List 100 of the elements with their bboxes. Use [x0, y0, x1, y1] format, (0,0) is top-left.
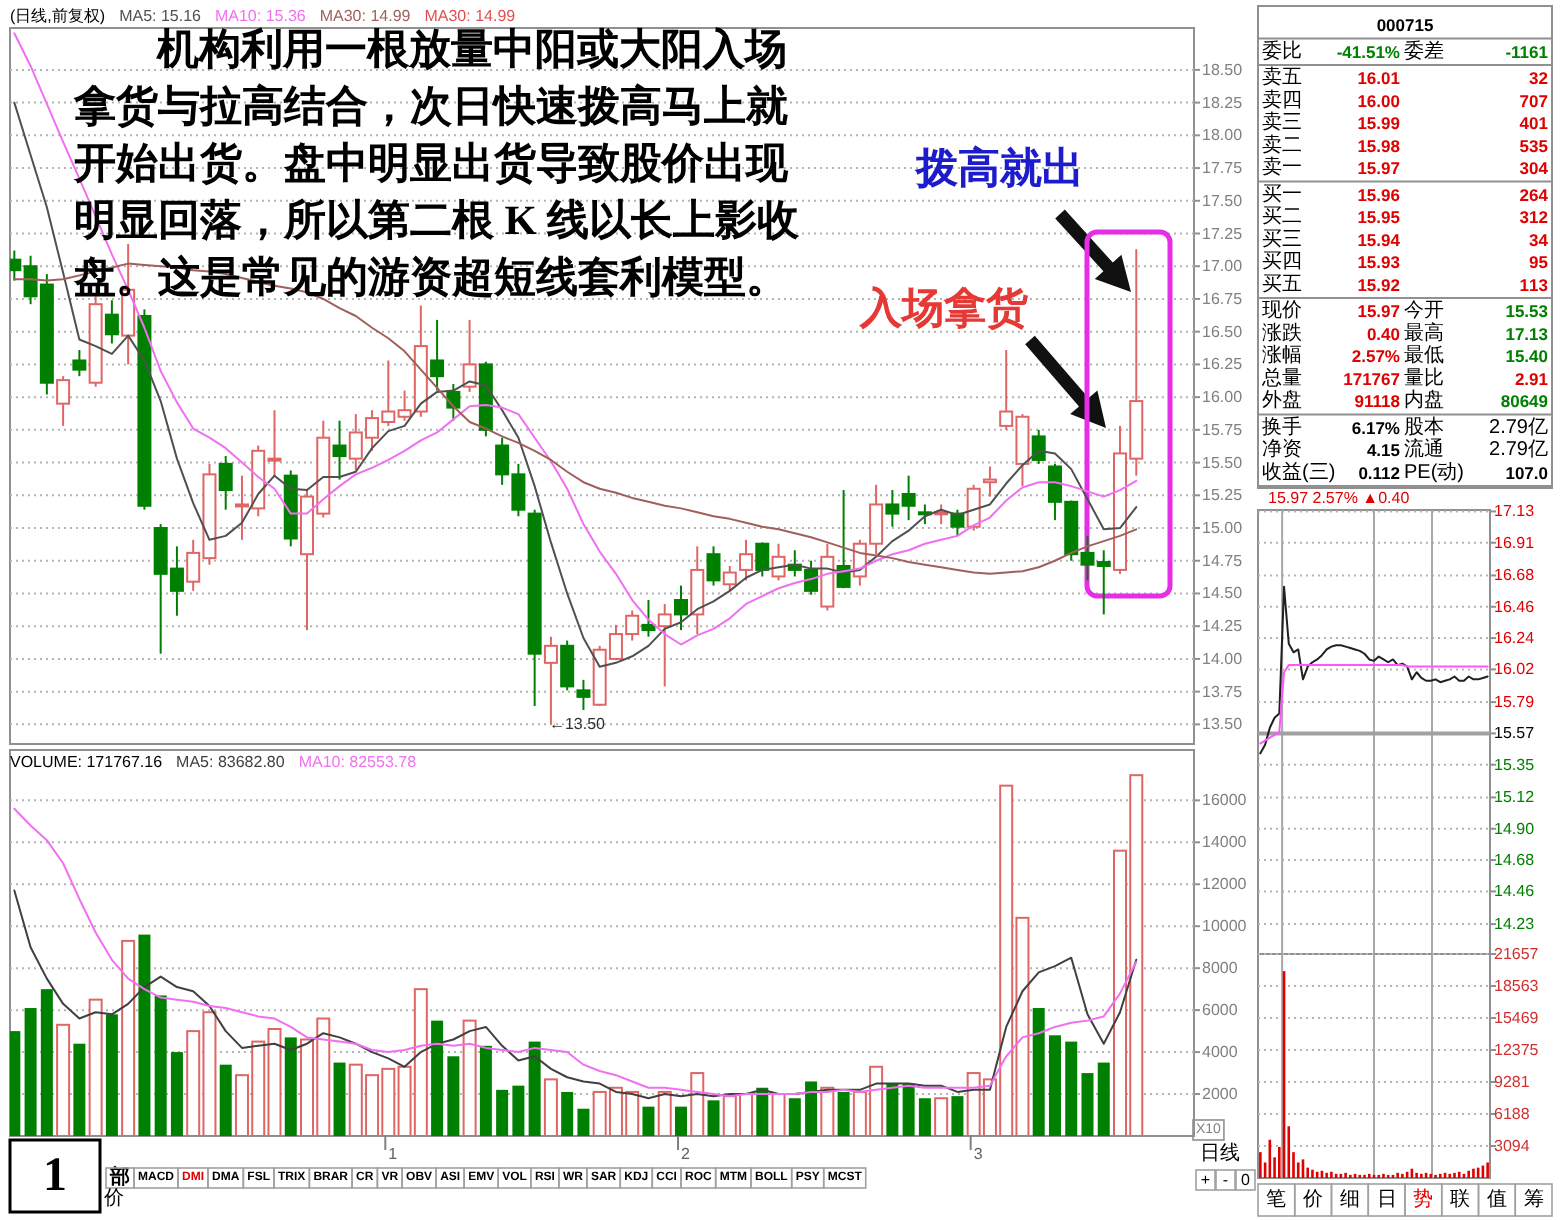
- text: MA10: 15.36: [214, 7, 307, 25]
- candlestick: [739, 538, 754, 582]
- bar: [219, 1064, 232, 1136]
- text: 量比: [1404, 367, 1444, 390]
- bar: [447, 1056, 460, 1136]
- text: 委比: [1262, 40, 1302, 63]
- x-tick-label: 2: [680, 1145, 691, 1163]
- bar: [462, 1019, 477, 1136]
- y-tick-label: 2000: [1202, 1085, 1239, 1104]
- y-tick-label: 14.50: [1202, 584, 1244, 603]
- y-tick-label: 17.75: [1202, 159, 1244, 178]
- text: 日线: [1200, 1141, 1240, 1165]
- bar: [756, 1087, 769, 1136]
- bar: [902, 1083, 915, 1136]
- x-tick-label: 3: [973, 1145, 984, 1163]
- text: 内盘: [1404, 390, 1444, 413]
- text: 股本: [1404, 416, 1444, 439]
- text: 买五: [1262, 273, 1302, 296]
- y-tick-label: 12000: [1202, 875, 1248, 894]
- text: 2.57%: [1351, 346, 1400, 367]
- text: 16.01 32: [1357, 68, 1549, 89]
- y-tick-label: 16.00: [1202, 388, 1244, 407]
- text: 15.99 401: [1357, 113, 1549, 134]
- x-tick-label: 1: [388, 1145, 399, 1163]
- text: 91118: [1354, 391, 1400, 412]
- y-tick-label: 16.91: [1494, 533, 1536, 552]
- y-tick-label: 14.46: [1494, 882, 1536, 901]
- annotation: 入场拿货: [858, 284, 1030, 332]
- chart-title: 15.97 2.57% ▲0.40: [1268, 489, 1411, 507]
- bar: [1048, 1035, 1061, 1136]
- text: 000715: [1376, 15, 1434, 36]
- bar: [138, 934, 151, 1136]
- y-tick-label: 4000: [1202, 1043, 1239, 1062]
- y-tick-label: 16.46: [1494, 597, 1536, 616]
- text: MA10: 82553.78: [298, 753, 418, 771]
- text: 部: [108, 1165, 130, 1189]
- y-tick-label: 9281: [1494, 1073, 1531, 1092]
- y-tick-label: 14.23: [1494, 915, 1536, 934]
- candlestick: [755, 541, 770, 578]
- y-tick-label: 8000: [1202, 959, 1239, 978]
- line-series: [13, 889, 1138, 1100]
- y-tick-label: 14.90: [1494, 819, 1536, 838]
- bar: [951, 1096, 964, 1136]
- y-tick-label: 17.00: [1202, 257, 1244, 276]
- candlestick: [56, 375, 71, 427]
- candlestick: [641, 599, 656, 638]
- bar: [561, 1091, 574, 1136]
- bar: [105, 1014, 118, 1136]
- text: 联: [1450, 1187, 1471, 1211]
- y-tick-label: 18.00: [1202, 126, 1244, 145]
- text: MA5: 15.16: [119, 7, 203, 25]
- y-tick-label: 16.24: [1494, 629, 1536, 648]
- bar: [1097, 1062, 1110, 1136]
- text: 15.92 113: [1357, 274, 1549, 295]
- text: 0.112: [1358, 462, 1400, 483]
- text: 净资: [1262, 439, 1302, 462]
- text: 筹: [1523, 1187, 1544, 1211]
- bar: [918, 1098, 931, 1136]
- text: PE(动): [1404, 461, 1464, 484]
- bar: [154, 995, 167, 1136]
- text: 外盘: [1262, 390, 1302, 413]
- y-tick-label: 6188: [1494, 1105, 1531, 1123]
- text: 107.0: [1505, 462, 1548, 483]
- y-tick-label: 18563: [1494, 977, 1540, 995]
- bar: [886, 1083, 899, 1136]
- text: 势: [1413, 1187, 1434, 1211]
- text: MA5: 83682.80: [176, 753, 286, 771]
- text: 16.00 707: [1357, 90, 1549, 111]
- candlestick: [218, 455, 233, 511]
- y-tick-label: 17.13: [1494, 502, 1536, 521]
- text: MA30: 14.99: [424, 7, 517, 25]
- text: 15.93 95: [1357, 252, 1549, 273]
- y-tick-label: 15.75: [1202, 420, 1244, 439]
- y-tick-label: 14.75: [1202, 551, 1244, 570]
- text: 0.40: [1366, 323, 1400, 344]
- y-tick-label: 15469: [1494, 1009, 1540, 1027]
- text: 最高: [1404, 322, 1444, 345]
- text: 2.79亿: [1489, 416, 1548, 439]
- candlestick: [332, 419, 347, 481]
- annotation: ←13.50: [548, 715, 607, 734]
- candlestick: [560, 639, 575, 692]
- text: 6.17%: [1351, 417, 1400, 438]
- text: 现价: [1262, 300, 1302, 323]
- text: -41.51%: [1336, 41, 1400, 62]
- text: 买三: [1262, 228, 1302, 251]
- bar: [1032, 1008, 1045, 1136]
- candlestick: [1031, 428, 1046, 465]
- text: 卖四: [1262, 89, 1302, 112]
- bar: [674, 1106, 687, 1136]
- text: +: [1200, 1171, 1211, 1189]
- text: 卖三: [1262, 112, 1302, 135]
- candlestick: [950, 508, 965, 537]
- chart-title: VOLUME: 171767.16: [10, 753, 164, 771]
- text: 涨幅: [1262, 345, 1302, 368]
- bar: [707, 1100, 720, 1136]
- text: 15.97: [1357, 301, 1400, 322]
- bar: [837, 1091, 850, 1136]
- y-tick-label: 10000: [1202, 917, 1248, 936]
- text: 买四: [1262, 251, 1302, 274]
- y-tick-label: 16.50: [1202, 322, 1244, 341]
